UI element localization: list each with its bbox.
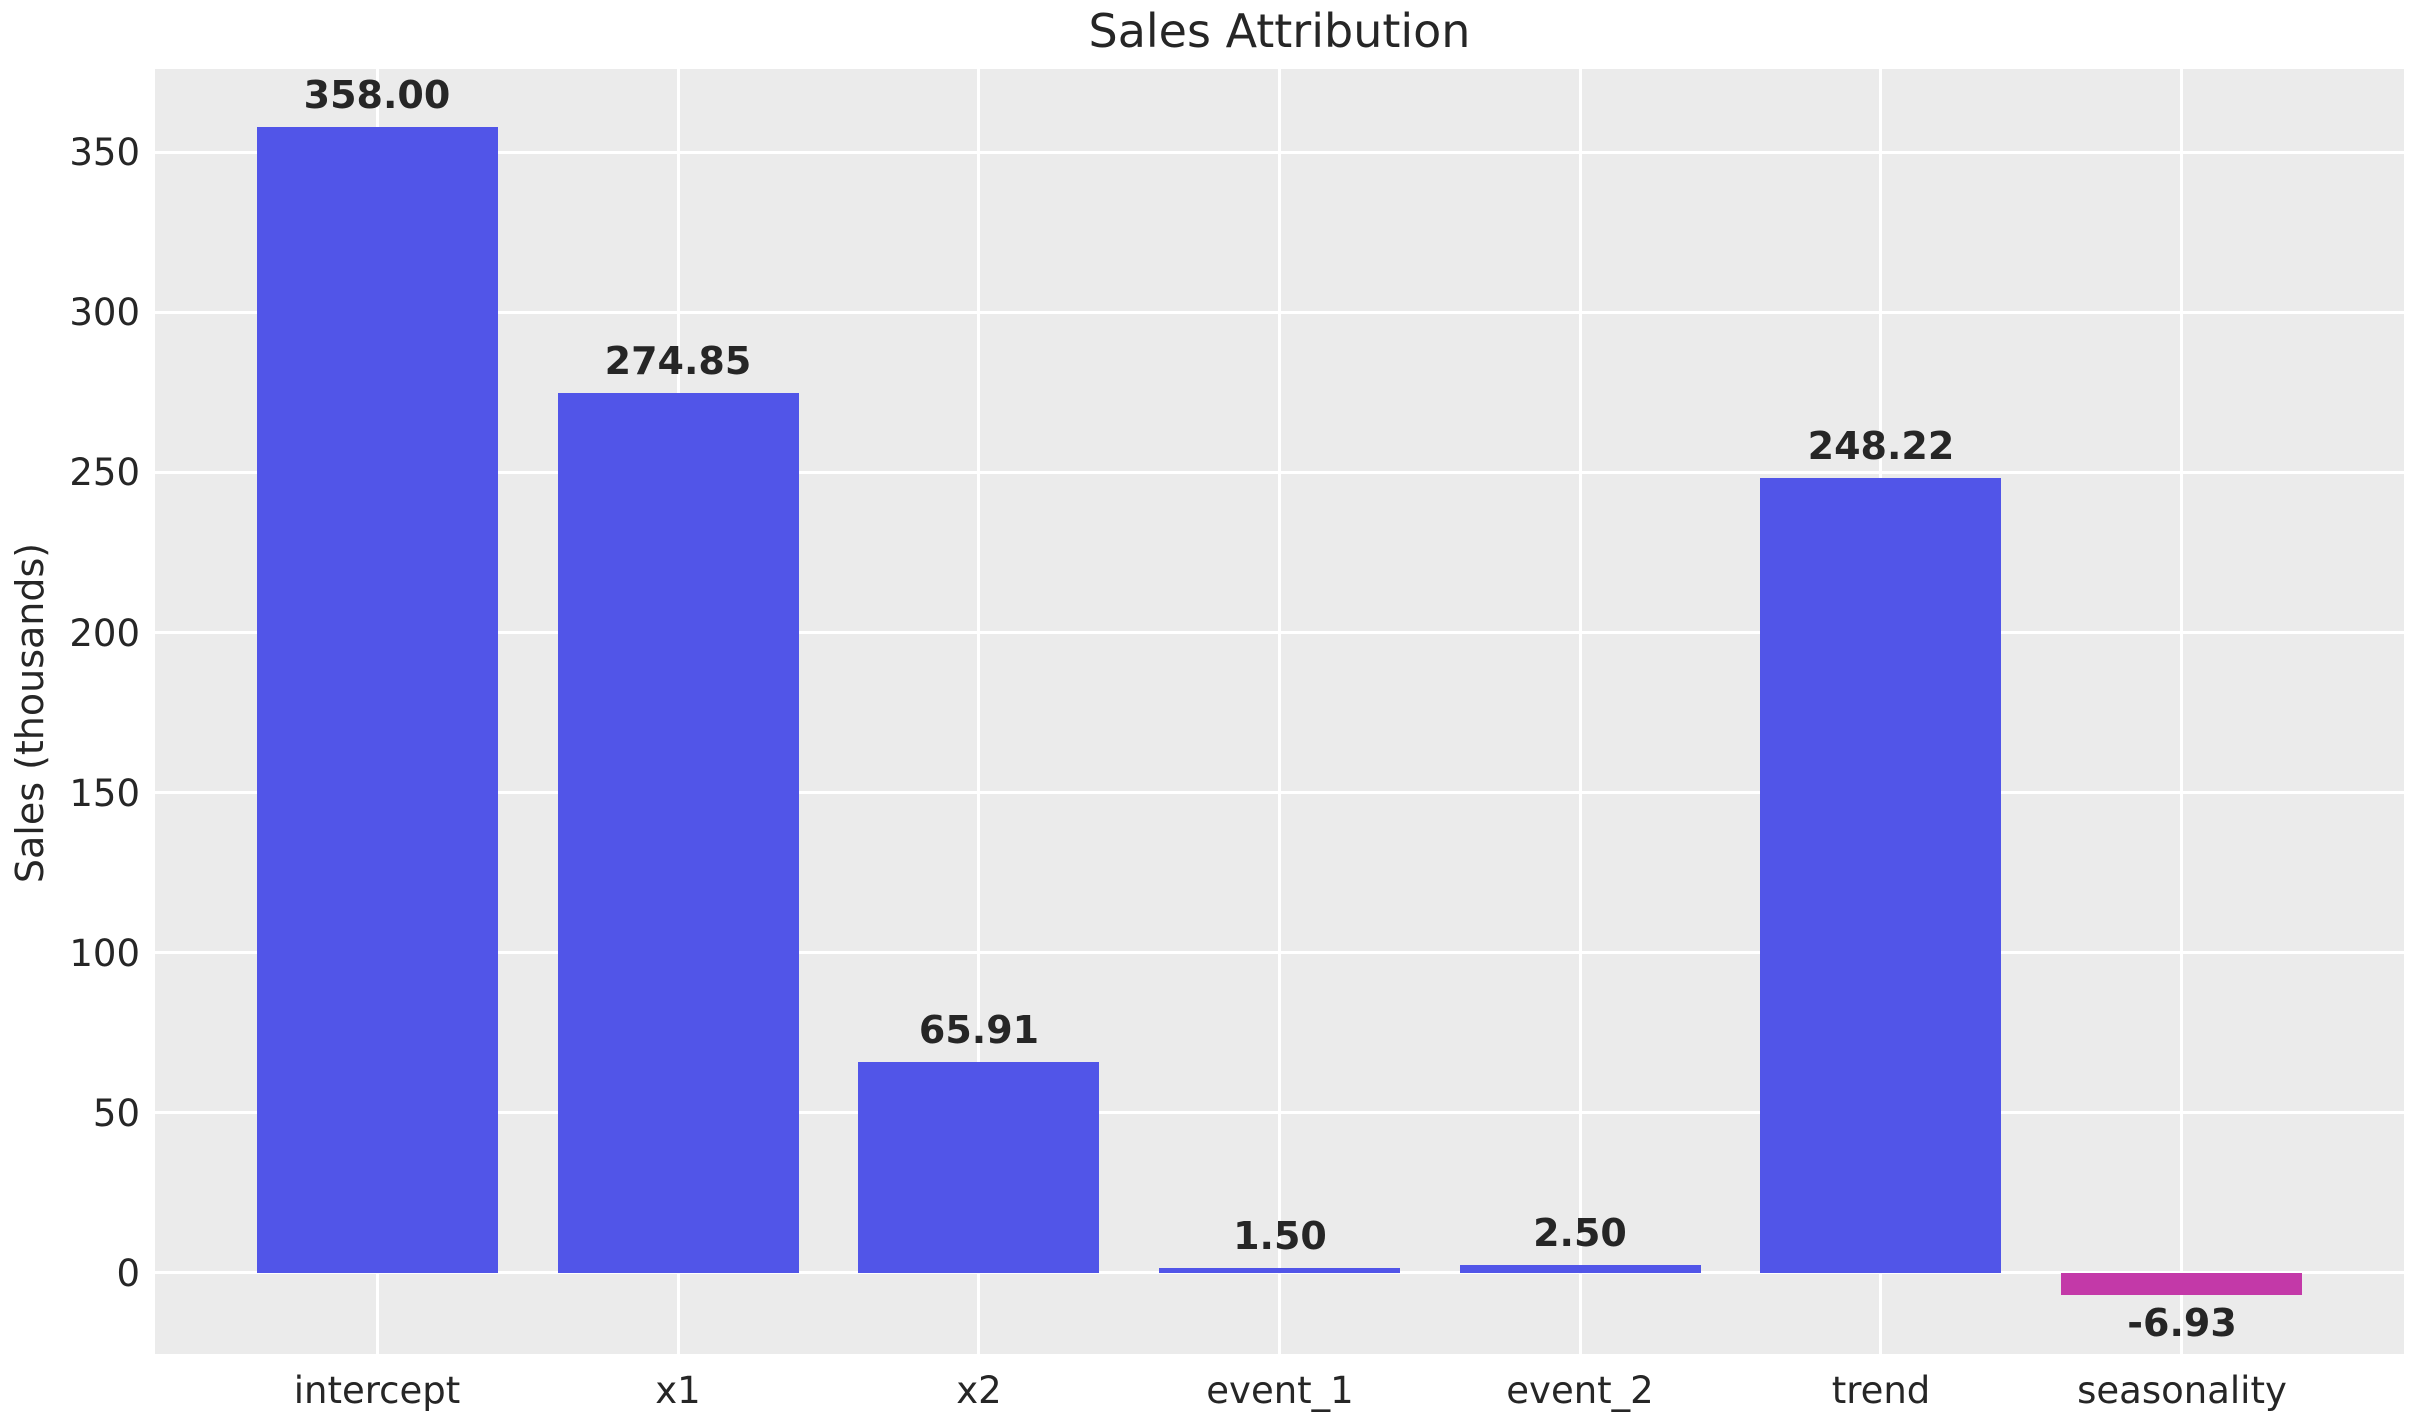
- x-tick-label-seasonality: seasonality: [2077, 1369, 2287, 1412]
- bar-value-label-trend: 248.22: [1807, 424, 1955, 468]
- bar-seasonality: [2061, 1273, 2302, 1295]
- bar-x1: [558, 393, 799, 1273]
- gridline-vertical-seasonality: [2180, 69, 2183, 1354]
- bar-value-label-intercept: 358.00: [303, 73, 451, 117]
- x-tick-label-x1: x1: [655, 1369, 701, 1412]
- bar-value-label-x1: 274.85: [604, 339, 752, 383]
- bar-trend: [1760, 478, 2001, 1273]
- y-tick-label-50: 50: [92, 1092, 140, 1135]
- y-tick-label-350: 350: [69, 131, 140, 174]
- y-tick-label-300: 300: [69, 291, 140, 334]
- x-tick-label-x2: x2: [956, 1369, 1002, 1412]
- x-tick-label-intercept: intercept: [293, 1369, 461, 1412]
- bar-event_1: [1159, 1268, 1400, 1273]
- plot-area: 358.00 274.85 65.91 1.50 2.50 248.22 -6.93: [155, 69, 2404, 1354]
- chart-title: Sales Attribution: [1088, 4, 1471, 58]
- y-axis-label: Sales (thousands): [8, 542, 52, 884]
- bar-event_2: [1460, 1265, 1701, 1273]
- bar-value-label-event_1: 1.50: [1233, 1214, 1327, 1258]
- x-tick-label-event_2: event_2: [1506, 1369, 1654, 1412]
- gridline-vertical-event_2: [1578, 69, 1582, 1354]
- bar-value-label-event_2: 2.50: [1533, 1211, 1627, 1255]
- bar-value-label-seasonality: -6.93: [2127, 1301, 2237, 1345]
- y-tick-label-200: 200: [69, 612, 140, 655]
- x-tick-label-trend: trend: [1831, 1369, 1931, 1412]
- bar-intercept: [257, 127, 498, 1273]
- gridline-vertical-event_1: [1278, 69, 1281, 1354]
- x-tick-label-event_1: event_1: [1206, 1369, 1354, 1412]
- gridline-vertical-x2: [977, 69, 981, 1354]
- bar-x2: [858, 1062, 1099, 1273]
- bar-value-label-x2: 65.91: [918, 1008, 1040, 1052]
- y-tick-label-150: 150: [69, 772, 140, 815]
- y-tick-label-250: 250: [69, 451, 140, 494]
- y-tick-label-0: 0: [116, 1252, 140, 1295]
- y-tick-label-100: 100: [69, 932, 140, 975]
